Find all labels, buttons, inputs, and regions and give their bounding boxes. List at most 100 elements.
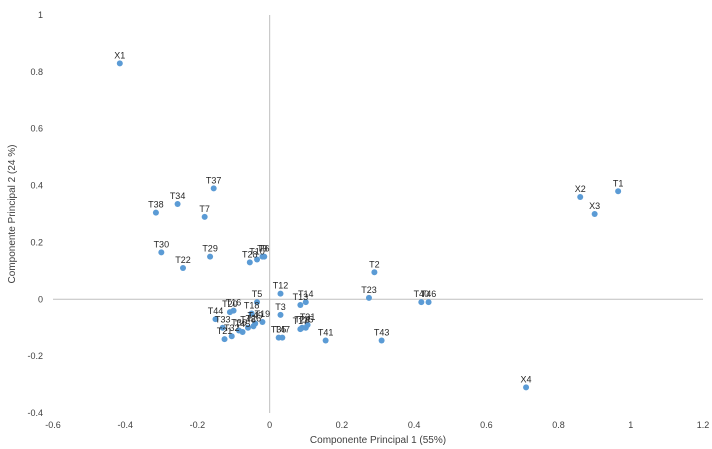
point-label-t29: T29 xyxy=(202,244,218,254)
point-t9 xyxy=(259,253,266,260)
x-tick-label: -0.4 xyxy=(117,420,133,430)
point-label-t24: T24 xyxy=(294,315,310,325)
y-tick-label: -0.4 xyxy=(27,408,43,418)
point-label-t41: T41 xyxy=(318,328,334,338)
y-tick-labels: -0.4 -0.2 0 0.2 0.4 0.6 0.8 1 xyxy=(27,10,43,418)
y-axis-title: Componente Principal 2 (24 %) xyxy=(7,145,18,284)
point-label-t16: T16 xyxy=(226,298,242,308)
point-t28 xyxy=(246,259,253,266)
point-label-t22: T22 xyxy=(175,255,191,265)
point-label-t12: T12 xyxy=(273,281,289,291)
point-label-t9: T9 xyxy=(257,244,268,254)
point-t5 xyxy=(254,299,261,306)
point-t40 xyxy=(418,299,425,306)
point-t10 xyxy=(254,256,261,263)
point-label-t44: T44 xyxy=(208,306,224,316)
zero-axis-lines xyxy=(53,15,703,413)
point-t48 xyxy=(245,324,251,331)
x-tick-label: 0.2 xyxy=(336,420,349,430)
y-tick-label: 0 xyxy=(38,294,43,304)
point-label-t3: T3 xyxy=(275,302,286,312)
point-label-t15: T15 xyxy=(298,315,314,325)
point-label-t14: T14 xyxy=(298,289,314,299)
point-t7 xyxy=(201,213,208,220)
point-t34 xyxy=(174,201,181,208)
x-tick-labels: -0.6 -0.4 -0.2 0 0.2 0.4 0.6 0.8 1 1.2 xyxy=(45,420,709,430)
point-t23 xyxy=(365,294,372,301)
x-tick-label: -0.6 xyxy=(45,420,61,430)
y-tick-label: 1 xyxy=(38,10,43,20)
point-label-t36: T36 xyxy=(231,318,247,328)
data-points xyxy=(116,60,622,391)
point-x4 xyxy=(523,384,530,391)
point-t14 xyxy=(302,299,309,306)
point-t13 xyxy=(297,301,304,308)
point-label-t20: T20 xyxy=(222,299,238,309)
point-label-t26: T26 xyxy=(246,313,262,323)
point-t29 xyxy=(207,253,214,260)
point-label-x3: X3 xyxy=(589,201,600,211)
point-t44 xyxy=(212,316,219,323)
point-label-x2: X2 xyxy=(575,184,586,194)
point-label-t13: T13 xyxy=(293,292,309,302)
point-t32 xyxy=(228,333,235,340)
point-t46 xyxy=(425,299,432,306)
point-label-x4: X4 xyxy=(521,374,532,384)
point-t20 xyxy=(226,309,233,316)
point-label-t5: T5 xyxy=(252,289,263,299)
point-label-t19: T19 xyxy=(255,309,271,319)
x-axis-title: Componente Principal 1 (55%) xyxy=(310,435,446,446)
point-label-t18: T18 xyxy=(244,301,260,311)
point-t21 xyxy=(221,336,228,343)
point-t45 xyxy=(239,328,246,335)
x-tick-label: 0.4 xyxy=(408,420,421,430)
point-label-t40: T40 xyxy=(414,289,430,299)
point-t37 xyxy=(210,185,217,192)
point-label-t7: T7 xyxy=(199,204,210,214)
point-t18 xyxy=(248,310,255,317)
point-t3 xyxy=(277,311,284,318)
point-t43 xyxy=(378,337,385,344)
point-label-t37: T37 xyxy=(206,175,222,185)
point-label-t43: T43 xyxy=(374,328,390,338)
y-tick-label: 0.6 xyxy=(30,124,43,134)
y-tick-label: 0.2 xyxy=(30,237,43,247)
x-tick-label: -0.2 xyxy=(190,420,206,430)
point-label-x1: X1 xyxy=(114,50,125,60)
point-label-t31: T31 xyxy=(300,312,316,322)
point-label-t10: T10 xyxy=(249,246,265,256)
point-label-t28: T28 xyxy=(242,249,258,259)
point-x1 xyxy=(116,60,123,67)
y-tick-label: 0.8 xyxy=(30,67,43,77)
x-tick-label: 1 xyxy=(628,420,633,430)
point-t1 xyxy=(615,188,622,195)
point-label-t49: T49 xyxy=(247,310,263,320)
point-label-t6: T6 xyxy=(259,244,270,254)
x-tick-label: 0.8 xyxy=(552,420,565,430)
point-label-t33: T33 xyxy=(215,315,231,325)
point-t22 xyxy=(180,265,186,272)
point-t41 xyxy=(322,337,329,344)
point-label-t47: T47 xyxy=(275,325,291,335)
point-t19 xyxy=(259,319,266,326)
point-t30 xyxy=(158,249,165,256)
point-label-t2: T2 xyxy=(369,259,380,269)
point-label-t46: T46 xyxy=(421,289,437,299)
point-t33 xyxy=(219,324,226,331)
point-label-t17: T17 xyxy=(293,316,309,326)
x-tick-label: 0 xyxy=(267,420,272,430)
point-t31 xyxy=(304,321,311,328)
point-t49 xyxy=(252,320,259,327)
point-t47 xyxy=(279,334,286,341)
point-label-t48: T48 xyxy=(240,315,256,325)
point-t12 xyxy=(277,290,284,297)
point-t24 xyxy=(299,324,306,331)
y-tick-label: 0.4 xyxy=(30,181,43,191)
point-label-t45: T45 xyxy=(235,319,251,329)
point-x2 xyxy=(577,193,584,200)
point-label-t30: T30 xyxy=(154,239,170,249)
point-label-t38: T38 xyxy=(148,200,164,210)
